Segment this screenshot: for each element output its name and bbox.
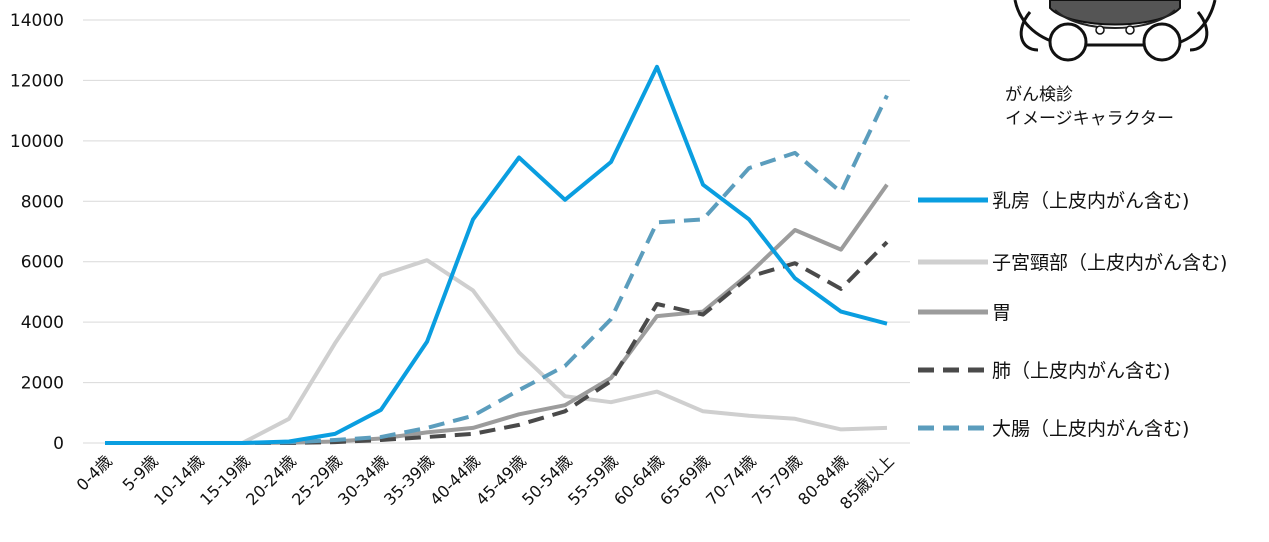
x-tick-label: 10-14歳 xyxy=(150,451,208,509)
series-line xyxy=(105,240,889,445)
legend-label: 胃 xyxy=(992,302,1011,324)
x-tick-label: 60-64歳 xyxy=(610,451,668,509)
x-tick-label: 75-79歳 xyxy=(748,451,806,509)
x-tick-label: 40-44歳 xyxy=(426,451,484,509)
y-tick-label: 8000 xyxy=(21,192,64,212)
y-tick-label: 6000 xyxy=(21,253,64,273)
y-tick-label: 2000 xyxy=(21,374,64,394)
x-tick-label: 65-69歳 xyxy=(656,451,714,509)
y-tick-label: 12000 xyxy=(10,71,64,91)
character-caption-line1: がん検診 xyxy=(1005,85,1073,105)
series-lines xyxy=(105,64,889,445)
y-axis-ticks: 0 2000 4000 6000 8000 10000 12000 14000 xyxy=(10,11,64,454)
series-line xyxy=(105,183,889,445)
legend-label: 乳房（上皮内がん含む) xyxy=(992,190,1189,212)
x-tick-label: 30-34歳 xyxy=(334,451,392,509)
x-tick-label: 25-29歳 xyxy=(288,451,346,509)
legend-label: 子宮頸部（上皮内がん含む) xyxy=(992,252,1227,274)
legend: 乳房（上皮内がん含む) 子宮頸部（上皮内がん含む) 胃肺（上皮内がん含む) 大腸（上皮… xyxy=(918,190,1227,440)
x-tick-label: 45-49歳 xyxy=(472,451,530,509)
series-line xyxy=(105,64,888,445)
y-tick-label: 14000 xyxy=(10,11,64,31)
x-tick-label: 0-4歳 xyxy=(73,451,116,494)
x-tick-label: 5-9歳 xyxy=(119,451,162,494)
x-tick-label: 50-54歳 xyxy=(518,451,576,509)
legend-label: 肺（上皮内がん含む) xyxy=(992,360,1170,382)
y-tick-label: 4000 xyxy=(21,313,64,333)
y-tick-label: 0 xyxy=(53,434,64,454)
gridlines xyxy=(83,19,910,444)
x-tick-label: 20-24歳 xyxy=(242,451,300,509)
y-tick-label: 10000 xyxy=(10,132,64,152)
character-caption-line2: イメージキャラクター xyxy=(1005,109,1174,129)
x-axis-ticks: 0-4歳 5-9歳10-14歳15-19歳20-24歳25-29歳30-34歳35… xyxy=(73,451,898,513)
x-tick-label: 55-59歳 xyxy=(564,451,622,509)
series-line xyxy=(105,258,888,445)
mascot-illustration xyxy=(1013,0,1217,62)
legend-label: 大腸（上皮内がん含む) xyxy=(992,418,1189,440)
x-tick-label: 70-74歳 xyxy=(702,451,760,509)
x-tick-label: 15-19歳 xyxy=(196,451,254,509)
x-tick-label: 35-39歳 xyxy=(380,451,438,509)
